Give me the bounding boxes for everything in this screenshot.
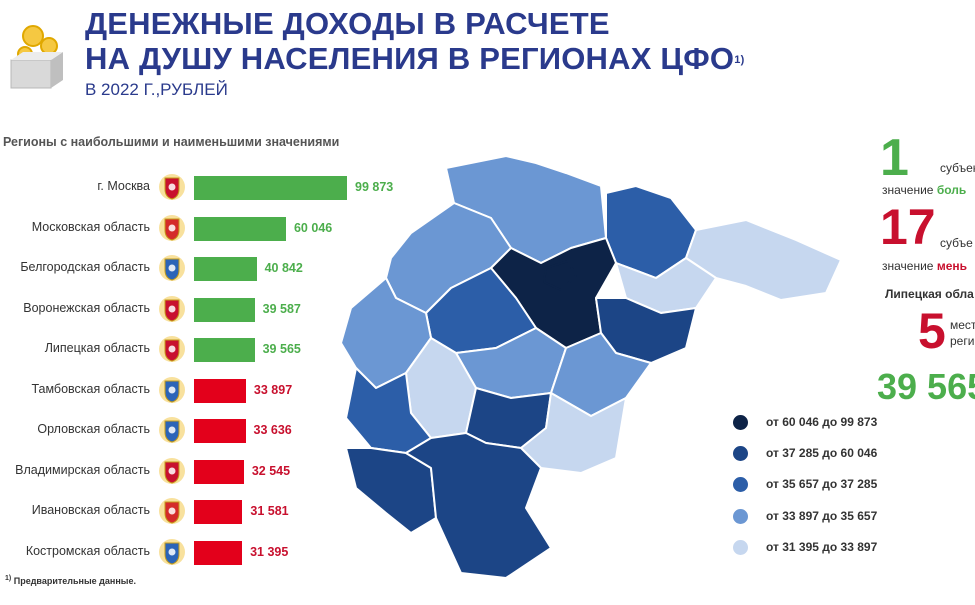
region-emblem-icon <box>159 376 185 403</box>
bar <box>194 257 257 281</box>
bar-category-label: Ивановская область <box>31 503 150 517</box>
bar-value-label: 60 046 <box>293 220 333 235</box>
page-subtitle: В 2022 Г.,РУБЛЕЙ <box>85 80 228 99</box>
region-emblem-icon <box>159 538 185 565</box>
bar-category-label: Московская область <box>31 219 150 234</box>
region-value: 39 565 <box>877 366 975 407</box>
legend-swatch <box>733 415 748 430</box>
below-caption: значение мень <box>882 259 967 273</box>
below-caption-text: значение <box>882 259 937 273</box>
legend-swatch <box>733 446 748 462</box>
above-caption: значение боль <box>882 183 966 197</box>
footnote-mark: 1) <box>5 575 12 582</box>
bar-row: Владимирская область 32 545 <box>0 456 420 486</box>
bar-value-label: 33 636 <box>253 423 292 437</box>
region-emblem-icon <box>159 498 185 524</box>
bar <box>194 500 243 524</box>
legend-swatch <box>733 539 748 555</box>
legend-item: от 60 046 до 99 873 <box>733 413 933 433</box>
region-emblem-icon <box>159 255 185 281</box>
chart-title: Регионы с наибольшими и наименьшими знач… <box>3 135 340 149</box>
title-footnote-mark: 1) <box>734 54 745 66</box>
title-line-2: НА ДУШУ НАСЕЛЕНИЯ В РЕГИОНАХ ЦФО1) <box>85 41 744 76</box>
legend-label: от 37 285 до 60 046 <box>766 446 878 461</box>
legend-item: от 33 897 до 35 657 <box>733 507 933 527</box>
bar <box>194 378 246 403</box>
bar <box>194 297 255 322</box>
map-region-moscow-city <box>543 260 577 291</box>
bar-category-label: Воронежская область <box>23 300 150 315</box>
bar-row: Липецкая область 39 565 <box>0 334 420 364</box>
bar-value-label: 33 897 <box>253 382 293 397</box>
bar-value-label: 39 565 <box>262 342 301 356</box>
title-line-1: ДЕНЕЖНЫЕ ДОХОДЫ В РАСЧЕТЕ <box>85 6 610 41</box>
map-region-voronezh <box>405 432 552 579</box>
bar-value-label: 39 587 <box>262 301 301 316</box>
bar <box>194 216 286 241</box>
bar-category-label: Костромская область <box>25 543 150 558</box>
legend-item: от 35 657 до 37 285 <box>733 475 933 495</box>
below-caption-emph: мень <box>936 259 967 273</box>
legend-item: от 31 395 до 33 897 <box>733 538 933 558</box>
bar-row: Костромская область 31 395 <box>0 537 420 567</box>
region-emblem-icon <box>159 214 185 241</box>
map-region-tambov <box>520 392 627 474</box>
below-count: 17 <box>880 199 936 255</box>
region-emblem-icon <box>159 457 185 484</box>
bar-row: Тамбовская область 33 897 <box>0 375 420 405</box>
region-emblem-icon <box>159 336 185 362</box>
legend-label: от 35 657 до 37 285 <box>766 477 878 492</box>
region-rank: 5 <box>918 303 946 359</box>
legend-label: от 33 897 до 35 657 <box>766 508 878 523</box>
bar-value-label: 99 873 <box>355 180 394 194</box>
page-title: ДЕНЕЖНЫЕ ДОХОДЫ В РАСЧЕТЕ НА ДУШУ НАСЕЛЕ… <box>85 6 744 76</box>
legend-label: от 31 395 до 33 897 <box>766 539 878 554</box>
bar-row: Ивановская область 31 581 <box>0 496 420 526</box>
bar <box>194 176 347 200</box>
coin-box-logo <box>10 25 63 89</box>
bar-row: Белгородская область 40 842 <box>0 253 420 283</box>
title-line-2-text: НА ДУШУ НАСЕЛЕНИЯ В РЕГИОНАХ ЦФО <box>85 41 735 76</box>
cfd-regions-map <box>340 155 842 579</box>
bar-category-label: Орловская область <box>37 422 150 436</box>
bar <box>194 419 246 443</box>
bar-value-label: 32 545 <box>251 463 291 478</box>
bar-row: г. Москва 99 873 <box>0 172 420 202</box>
bar-row: Орловская область 33 636 <box>0 415 420 445</box>
legend-item: от 37 285 до 60 046 <box>733 444 933 464</box>
above-count: 1 <box>880 129 909 187</box>
above-caption-emph: боль <box>936 183 967 197</box>
region-name: Липецкая обла <box>885 287 974 301</box>
bar <box>194 338 255 362</box>
rank-word-1: мест <box>950 318 975 332</box>
bar-row: Московская область 60 046 <box>0 213 420 243</box>
above-caption-text: значение <box>882 183 937 197</box>
bar-row: Воронежская область 39 587 <box>0 294 420 324</box>
region-emblem-icon <box>159 417 185 443</box>
region-emblem-icon <box>159 174 185 200</box>
legend-swatch <box>733 508 748 524</box>
rank-word-2: реги <box>950 334 975 348</box>
bar-value-label: 31 395 <box>250 544 289 559</box>
above-word: субъект <box>940 161 975 175</box>
bar <box>194 540 243 565</box>
legend-label: от 60 046 до 99 873 <box>766 415 878 429</box>
footnote-text: Предварительные данные. <box>13 576 136 586</box>
legend-swatch <box>733 477 748 493</box>
bar-category-label: Липецкая область <box>44 341 150 355</box>
bar-category-label: Белгородская область <box>20 260 150 274</box>
bar-category-label: г. Москва <box>97 179 150 193</box>
bar-value-label: 40 842 <box>264 261 303 275</box>
bar <box>194 459 244 484</box>
bar-category-label: Владимирская область <box>15 462 150 477</box>
bar-category-label: Тамбовская область <box>31 381 150 396</box>
bar-value-label: 31 581 <box>250 504 289 518</box>
footnote: 1) Предварительные данные. <box>5 575 136 586</box>
below-word: субъе <box>940 236 973 250</box>
region-emblem-icon <box>159 295 185 322</box>
